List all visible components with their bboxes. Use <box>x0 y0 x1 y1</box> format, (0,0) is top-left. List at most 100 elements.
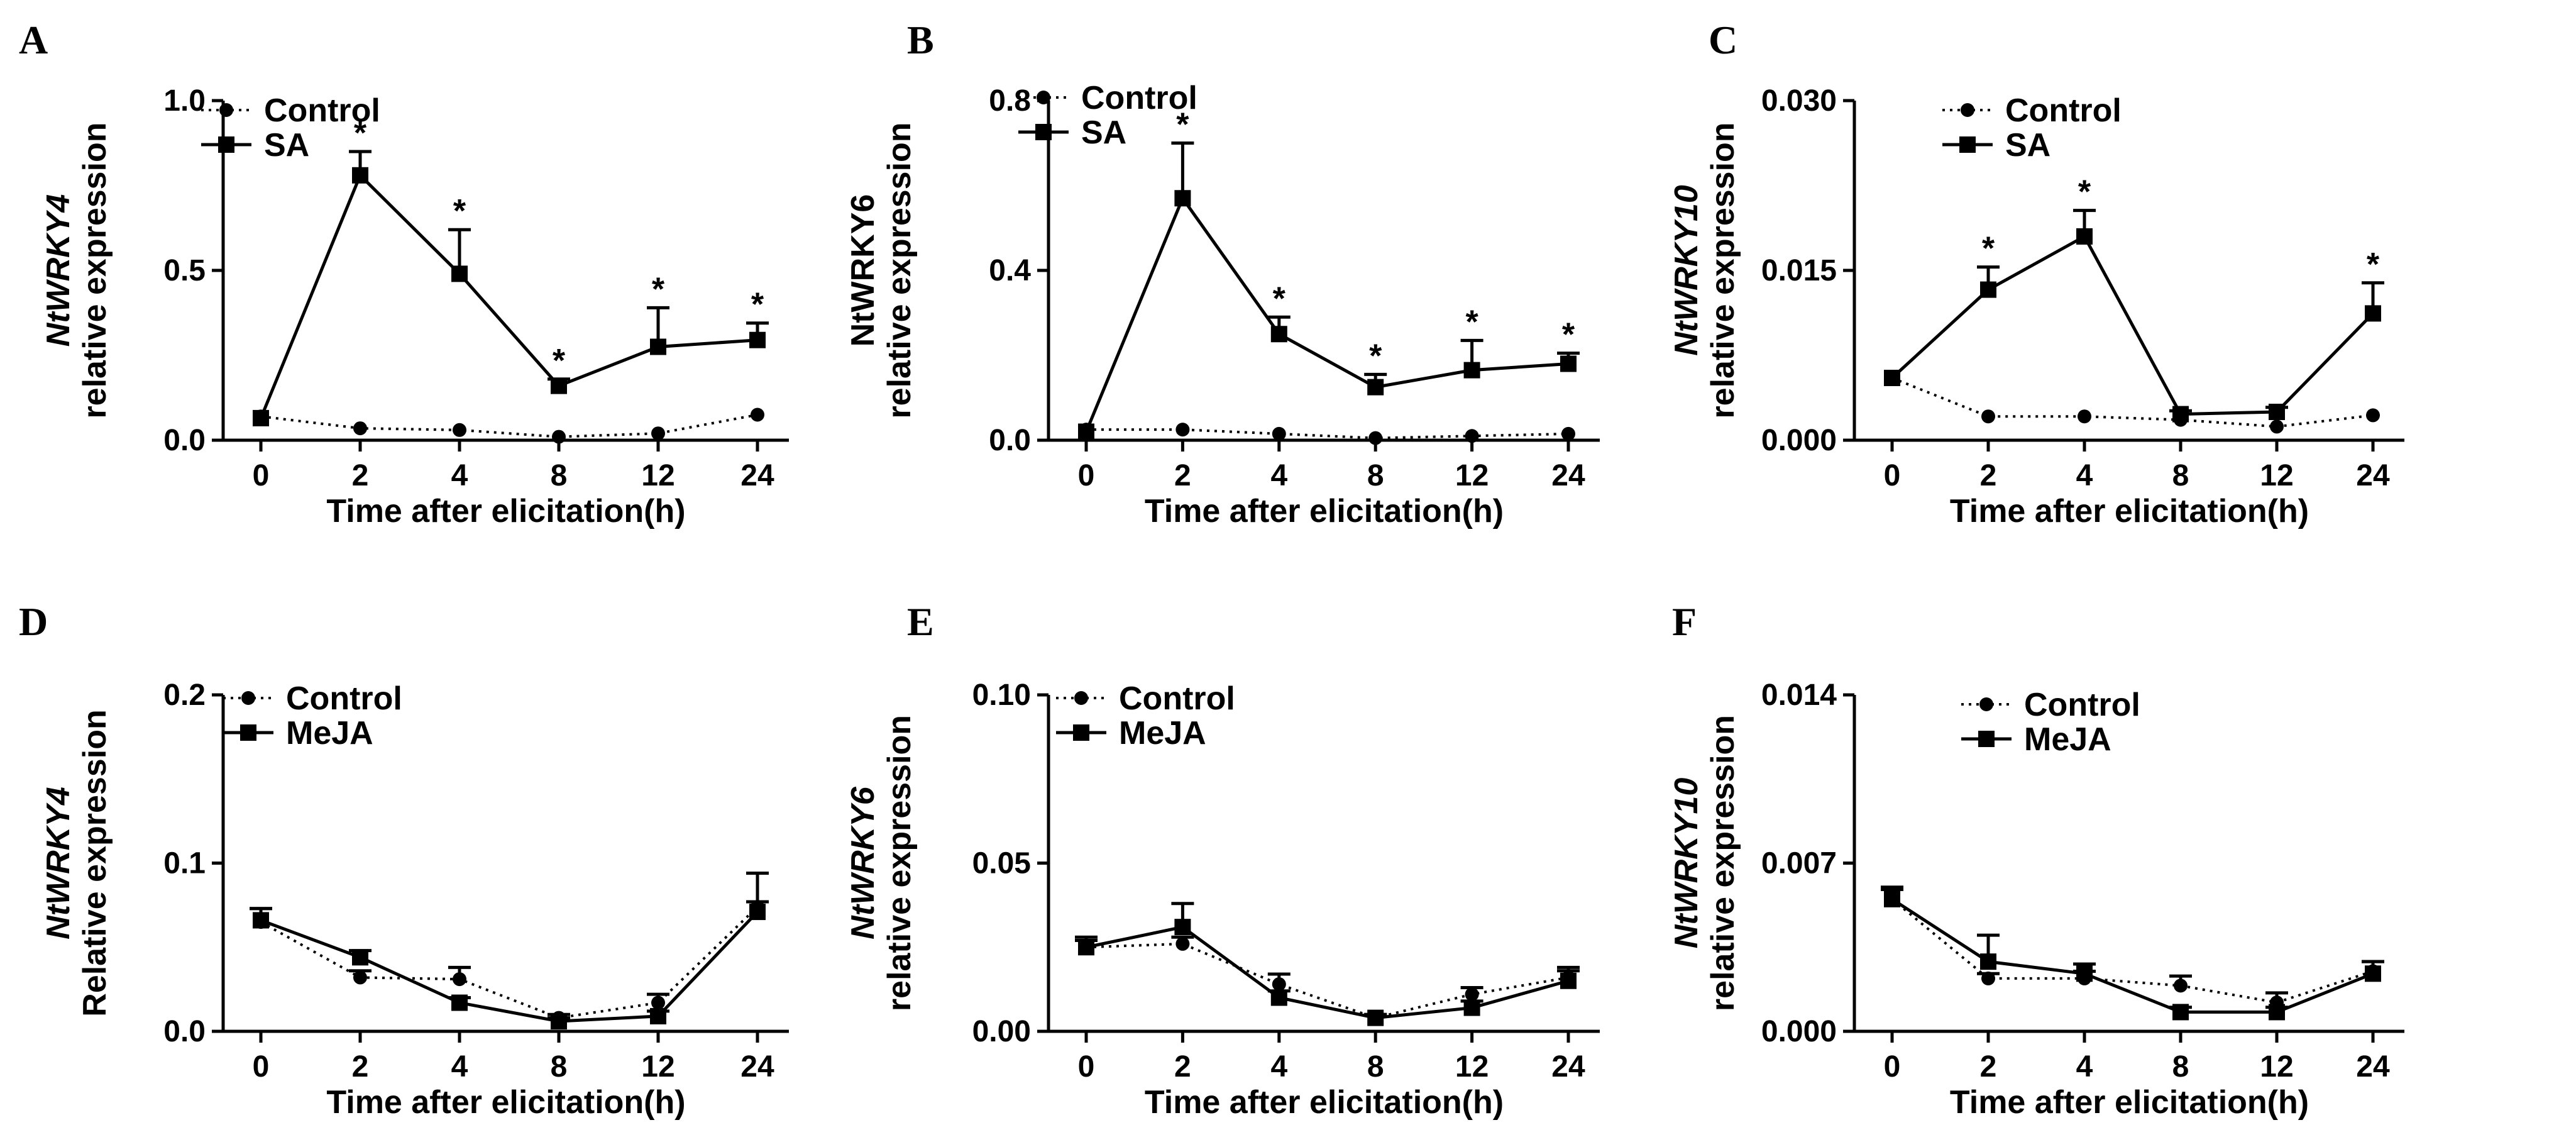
significance-star: * <box>453 193 466 230</box>
x-tick-label: 8 <box>1367 1050 1384 1084</box>
x-tick-label: 0 <box>1078 1050 1095 1084</box>
x-tick-label: 4 <box>2076 1050 2093 1084</box>
series-line <box>260 413 758 438</box>
x-axis-label: Time after elicitation(h) <box>326 1084 685 1121</box>
series-control <box>250 872 769 1025</box>
legend-label: MeJA <box>2024 721 2111 758</box>
y-axis-label-text: relative expression <box>77 122 113 418</box>
significance-star: * <box>354 115 367 152</box>
x-tick-label: 8 <box>2172 459 2189 492</box>
data-point <box>2078 409 2091 424</box>
significance-star: * <box>1176 107 1189 143</box>
data-point <box>1174 190 1191 207</box>
series-control <box>1881 885 2384 1010</box>
series-line <box>1891 377 2374 428</box>
panel-letter: C <box>1709 18 1737 62</box>
data-point <box>1175 936 1190 951</box>
legend-label: Control <box>2005 92 2122 129</box>
data-point <box>1270 326 1287 343</box>
y-tick-label: 1.0 <box>163 84 206 118</box>
data-point <box>1367 379 1384 396</box>
data-point <box>1270 989 1287 1006</box>
series-sa <box>1884 209 2384 423</box>
data-point <box>1272 977 1286 992</box>
series-line <box>1086 925 1569 1020</box>
data-point <box>2365 305 2381 322</box>
x-tick-label: 24 <box>740 1050 774 1084</box>
legend-marker <box>1979 697 1993 711</box>
data-point <box>353 421 367 436</box>
y-axis-label-gene: NtWRKY4 <box>40 787 77 940</box>
data-point <box>1980 953 1996 970</box>
legend-label: Control <box>2024 687 2140 723</box>
legend-label: SA <box>1081 114 1126 151</box>
data-point <box>2172 1004 2189 1021</box>
data-point <box>253 912 269 929</box>
x-tick-label: 2 <box>1980 459 1997 492</box>
data-point <box>2076 965 2093 982</box>
series-line <box>260 911 759 1023</box>
series-line <box>1891 234 2374 416</box>
x-tick-label: 4 <box>451 1050 468 1084</box>
x-tick-label: 24 <box>1551 459 1585 492</box>
x-tick-label: 24 <box>740 459 774 492</box>
x-axis-label: Time after elicitation(h) <box>326 493 685 529</box>
significance-star: * <box>1465 304 1478 340</box>
x-tick-label: 2 <box>1980 1050 1997 1084</box>
y-tick-label: 0.4 <box>989 254 1031 287</box>
significance-star: * <box>1982 231 1995 267</box>
x-tick-label: 2 <box>352 1050 369 1084</box>
significance-star: * <box>2078 174 2091 211</box>
data-point <box>1175 423 1190 437</box>
panel-letter: F <box>1672 599 1697 644</box>
data-point <box>650 338 666 355</box>
data-point <box>1465 429 1479 443</box>
x-tick-label: 12 <box>1455 459 1489 492</box>
series-sa <box>1078 141 1580 440</box>
panel-letter: E <box>907 599 934 644</box>
series-meja <box>1075 902 1580 1026</box>
legend-marker <box>1978 731 1995 747</box>
legend-marker <box>241 691 255 705</box>
y-tick-label: 0.000 <box>1761 1015 1837 1048</box>
y-tick-label: 0.007 <box>1761 847 1837 880</box>
y-tick-label: 0.000 <box>1761 424 1837 457</box>
data-point <box>352 949 368 966</box>
data-point <box>1981 971 1995 985</box>
significance-star: * <box>2367 247 2380 283</box>
legend-label: Control <box>1081 80 1197 116</box>
data-point <box>2270 419 2284 434</box>
y-tick-label: 0.00 <box>972 1015 1031 1048</box>
x-tick-label: 4 <box>2076 459 2093 492</box>
data-point <box>749 331 766 348</box>
data-point <box>551 377 567 394</box>
series-line <box>259 172 758 419</box>
data-point <box>2172 406 2189 423</box>
significance-star: * <box>751 287 764 323</box>
data-point <box>651 426 665 441</box>
y-axis-label-text: relative expression <box>881 715 918 1011</box>
data-point <box>1463 999 1480 1016</box>
y-tick-label: 0.0 <box>163 424 206 457</box>
data-point <box>1981 409 1995 424</box>
x-tick-label: 12 <box>641 1050 674 1084</box>
data-point <box>2269 404 2285 420</box>
data-point <box>253 409 269 426</box>
y-tick-label: 0.015 <box>1761 254 1837 287</box>
legend-marker <box>219 103 233 117</box>
legend-label: MeJA <box>1119 715 1206 751</box>
y-tick-label: 0.030 <box>1761 84 1837 118</box>
series-line <box>1891 898 2374 1004</box>
x-tick-label: 2 <box>352 459 369 492</box>
x-tick-label: 2 <box>1174 1050 1191 1084</box>
data-point <box>451 994 468 1011</box>
x-tick-label: 8 <box>2172 1050 2189 1084</box>
y-axis-label-gene: NtWRKY6 <box>845 786 881 940</box>
legend-marker <box>1961 103 1974 117</box>
data-point <box>1561 426 1575 441</box>
data-point <box>1367 1009 1384 1026</box>
